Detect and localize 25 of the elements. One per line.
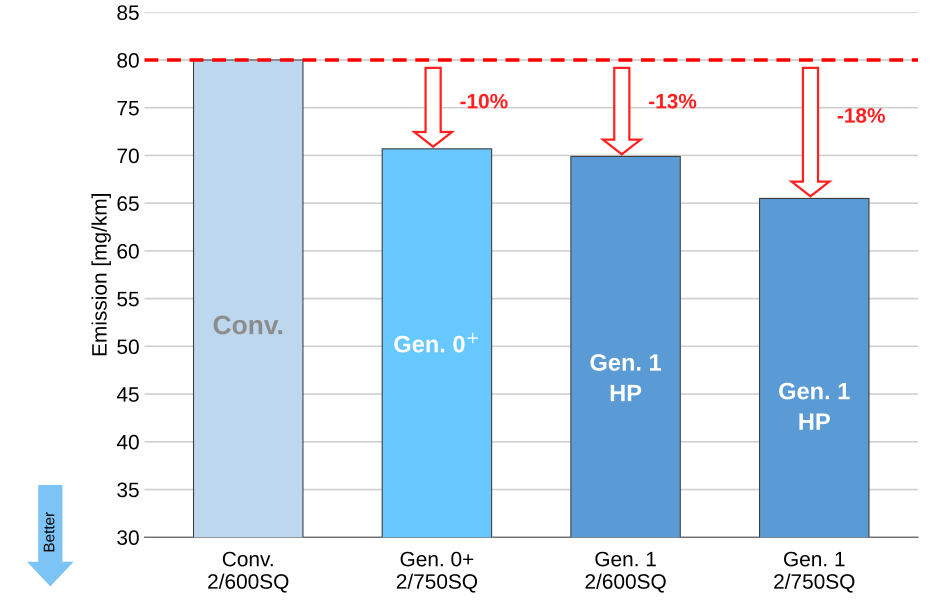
annotation: Conv. bbox=[214, 316, 282, 334]
y-tick-label: 35 bbox=[117, 482, 139, 498]
text: Better bbox=[44, 512, 54, 552]
x-tick-label: Gen. 1 2/750SQ bbox=[774, 552, 854, 593]
x-tick-label: Gen. 0+ 2/750SQ bbox=[396, 552, 478, 593]
y-tick-label: 80 bbox=[117, 53, 139, 68]
y-axis-title: Emission [mg/km] bbox=[91, 194, 111, 356]
y-tick-label: 50 bbox=[117, 339, 139, 354]
y-tick-label: 75 bbox=[117, 100, 139, 116]
y-tick-label: 55 bbox=[117, 292, 139, 306]
y-tick-label: 45 bbox=[116, 387, 139, 402]
y-tick-label: 40 bbox=[116, 434, 139, 450]
annotation: -10% bbox=[460, 94, 508, 109]
annotation: Gen. 1 HP bbox=[779, 382, 850, 430]
x-tick-label: Conv. 2/600SQ bbox=[208, 552, 288, 593]
y-tick-label: 65 bbox=[117, 196, 139, 211]
annotation: Gen. 0$^{+}$ bbox=[394, 332, 478, 352]
y-tick-label: 60 bbox=[117, 244, 139, 259]
y-tick-label: 85 bbox=[117, 5, 139, 20]
y-tick-label: 30 bbox=[117, 530, 139, 546]
annotation: -13% bbox=[649, 94, 696, 109]
x-tick-label: Gen. 1 2/600SQ bbox=[586, 552, 666, 593]
annotation: -18% bbox=[838, 108, 885, 123]
y-tick-label: 70 bbox=[117, 148, 139, 164]
annotation: Gen. 1 HP bbox=[590, 354, 662, 402]
